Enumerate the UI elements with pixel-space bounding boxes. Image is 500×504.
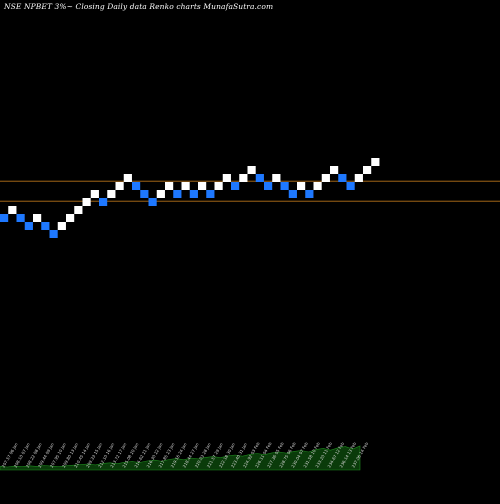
renko-brick: [132, 182, 141, 190]
renko-brick: [156, 190, 165, 198]
renko-brick: [82, 198, 91, 206]
renko-brick: [41, 222, 50, 230]
chart-header: NSE NPBET 3%~ Closing Daily data Renko c…: [4, 2, 274, 11]
renko-brick: [74, 206, 83, 214]
renko-brick: [66, 214, 75, 222]
renko-brick: [49, 230, 58, 238]
renko-brick: [189, 190, 198, 198]
renko-brick: [214, 182, 223, 190]
renko-brick: [123, 174, 132, 182]
renko-brick: [99, 198, 108, 206]
renko-brick: [148, 198, 157, 206]
renko-brick: [140, 190, 149, 198]
renko-brick: [288, 190, 297, 198]
renko-brick: [305, 190, 314, 198]
renko-brick: [16, 214, 25, 222]
renko-brick: [354, 174, 363, 182]
renko-brick: [90, 190, 99, 198]
renko-brick: [107, 190, 116, 198]
renko-brick: [8, 206, 17, 214]
volume-area: [0, 445, 361, 471]
renko-brick: [115, 182, 124, 190]
renko-brick: [24, 222, 33, 230]
renko-brick: [272, 174, 281, 182]
renko-brick: [181, 182, 190, 190]
volume-area-path: [0, 445, 361, 471]
renko-brick: [338, 174, 347, 182]
renko-brick: [321, 174, 330, 182]
renko-brick: [297, 182, 306, 190]
renko-brick: [264, 182, 273, 190]
renko-brick: [173, 190, 182, 198]
renko-brick: [371, 158, 380, 166]
renko-brick: [255, 174, 264, 182]
renko-brick: [165, 182, 174, 190]
renko-bricks: [0, 158, 380, 238]
renko-brick: [247, 166, 256, 174]
renko-brick: [231, 182, 240, 190]
renko-brick: [313, 182, 322, 190]
renko-brick: [198, 182, 207, 190]
renko-brick: [280, 182, 289, 190]
reference-lines: [0, 180, 500, 202]
renko-brick: [239, 174, 248, 182]
renko-brick: [0, 214, 9, 222]
renko-brick: [363, 166, 372, 174]
renko-brick: [33, 214, 42, 222]
renko-brick: [330, 166, 339, 174]
renko-brick: [206, 190, 215, 198]
renko-brick: [222, 174, 231, 182]
renko-brick: [346, 182, 355, 190]
renko-brick: [57, 222, 66, 230]
